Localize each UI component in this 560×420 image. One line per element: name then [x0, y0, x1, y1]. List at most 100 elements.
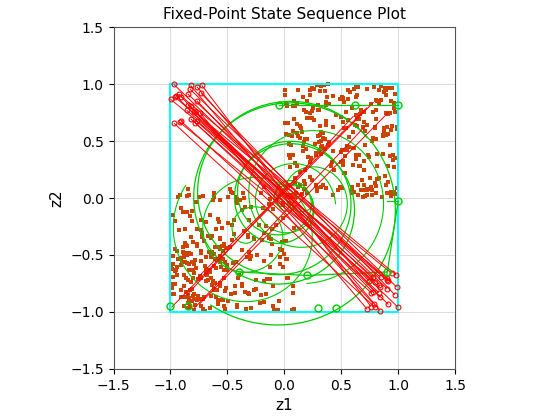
Point: [382, 181, 391, 188]
Point: [301, 166, 310, 173]
Point: [222, 285, 231, 291]
Point: [301, 135, 310, 142]
Point: [190, 290, 199, 297]
Point: [319, 181, 328, 188]
Point: [321, 122, 330, 129]
Point: [380, 124, 389, 131]
Point: [276, 260, 285, 267]
Point: [180, 254, 189, 261]
Point: [388, 85, 397, 92]
Point: [332, 112, 340, 119]
Point: [349, 145, 358, 152]
Point: [201, 308, 210, 315]
Point: [250, 236, 259, 242]
Point: [241, 204, 250, 211]
Point: [278, 247, 287, 253]
Point: [185, 294, 194, 301]
Point: [265, 196, 274, 202]
Point: [283, 274, 292, 281]
Point: [276, 246, 284, 253]
Point: [310, 117, 319, 123]
Point: [221, 245, 230, 252]
Point: [389, 105, 398, 111]
Point: [230, 230, 239, 237]
Point: [360, 118, 368, 125]
Point: [382, 123, 391, 130]
Point: [291, 189, 300, 196]
Point: [192, 265, 201, 272]
Point: [291, 175, 300, 182]
Point: [296, 169, 305, 176]
Point: [211, 256, 220, 263]
Point: [261, 291, 270, 298]
Point: [299, 107, 308, 114]
Point: [176, 255, 185, 262]
Point: [193, 297, 202, 303]
Point: [226, 291, 235, 298]
Point: [186, 250, 195, 257]
Point: [318, 129, 327, 136]
Point: [372, 136, 381, 142]
Point: [200, 238, 209, 244]
Point: [293, 129, 302, 136]
Point: [358, 124, 367, 131]
Point: [383, 178, 392, 185]
Point: [338, 147, 347, 153]
Point: [218, 248, 227, 255]
Point: [208, 249, 217, 255]
Point: [339, 170, 348, 177]
Point: [268, 303, 277, 310]
Point: [334, 187, 343, 194]
Point: [379, 132, 388, 139]
Point: [179, 208, 188, 215]
Point: [232, 259, 241, 265]
Point: [380, 128, 389, 135]
Point: [361, 142, 370, 149]
Point: [184, 192, 193, 199]
Point: [232, 200, 241, 207]
Point: [352, 112, 361, 119]
Point: [278, 239, 287, 245]
Point: [281, 87, 290, 93]
Point: [339, 99, 348, 105]
Point: [338, 95, 347, 102]
Point: [237, 281, 246, 287]
Point: [298, 148, 307, 155]
Point: [196, 216, 205, 223]
Point: [352, 152, 361, 159]
Point: [184, 291, 193, 298]
Point: [168, 285, 177, 291]
Point: [174, 227, 183, 234]
Point: [233, 304, 242, 311]
Point: [221, 288, 230, 294]
Point: [348, 162, 357, 169]
Point: [206, 252, 215, 258]
Point: [168, 253, 177, 260]
Point: [369, 84, 378, 90]
Point: [322, 99, 331, 105]
Point: [390, 100, 399, 106]
Point: [169, 211, 178, 218]
Point: [290, 97, 299, 104]
Point: [224, 298, 233, 305]
Point: [197, 257, 206, 264]
Point: [188, 259, 197, 265]
Point: [336, 96, 345, 103]
Point: [245, 217, 254, 223]
Point: [259, 299, 268, 306]
Point: [301, 146, 310, 152]
Point: [244, 232, 253, 239]
Point: [174, 194, 183, 201]
Point: [285, 200, 294, 206]
Point: [386, 98, 395, 105]
Point: [251, 276, 260, 283]
Point: [251, 286, 260, 292]
Point: [288, 103, 297, 110]
Point: [316, 144, 325, 150]
Point: [379, 133, 388, 139]
Point: [378, 150, 387, 157]
Point: [202, 272, 211, 278]
Point: [285, 164, 294, 171]
Point: [167, 262, 176, 269]
Point: [182, 193, 191, 199]
